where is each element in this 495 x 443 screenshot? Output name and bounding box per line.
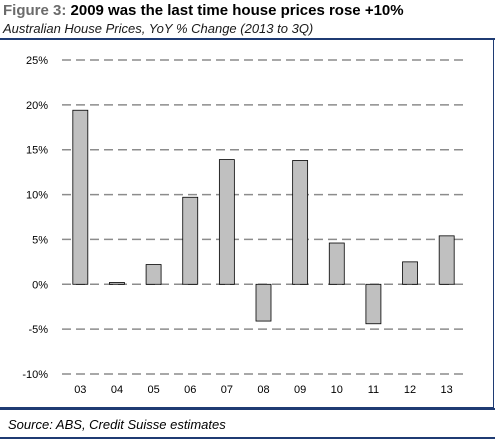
bottom-rule xyxy=(0,408,495,410)
x-tick-label: 08 xyxy=(257,384,269,396)
y-tick-label: -10% xyxy=(22,369,48,381)
source-note: Source: ABS, Credit Suisse estimates xyxy=(8,417,226,432)
bar-13 xyxy=(438,235,455,285)
y-tick-label: 20% xyxy=(26,100,48,112)
y-tick-label: 0% xyxy=(32,279,48,291)
end-rule xyxy=(0,437,495,439)
chart-subtitle: Australian House Prices, YoY % Change (2… xyxy=(3,21,314,36)
y-tick-label: 25% xyxy=(26,55,48,67)
chart-title: Figure 3: 2009 was the last time house p… xyxy=(3,2,404,19)
bar-chart: -10% -5% 0% 5% 10% 15% 20% 25% 03 04 05 06 07 08 09 10… xyxy=(22,55,465,396)
x-tick-label: 07 xyxy=(221,384,233,396)
x-tick-label: 03 xyxy=(74,384,86,396)
bar-08 xyxy=(255,283,272,322)
bar-11 xyxy=(365,283,382,325)
bar-04 xyxy=(109,282,125,285)
bar-03 xyxy=(72,109,89,285)
x-tick-label: 12 xyxy=(404,384,416,396)
x-tick-label: 11 xyxy=(368,384,379,396)
x-tick-label: 13 xyxy=(441,384,453,396)
x-tick-label: 05 xyxy=(147,384,159,396)
bar-05 xyxy=(145,264,162,285)
grid-lines xyxy=(62,59,465,375)
bar-10 xyxy=(328,242,345,285)
chart-frame xyxy=(0,40,494,408)
bar-07 xyxy=(218,159,235,285)
x-tick-labels: 03 04 05 06 07 08 09 10 11 12 13 xyxy=(74,384,453,396)
figure-title: 2009 was the last time house prices rose… xyxy=(70,2,404,19)
x-tick-label: 06 xyxy=(184,384,196,396)
bar-12 xyxy=(402,261,418,285)
x-tick-label: 10 xyxy=(331,384,343,396)
y-tick-labels: -10% -5% 0% 5% 10% 15% 20% 25% xyxy=(22,55,48,381)
y-tick-label: 10% xyxy=(26,190,48,202)
y-tick-label: -5% xyxy=(28,324,48,336)
x-tick-label: 04 xyxy=(111,384,123,396)
y-tick-label: 15% xyxy=(26,145,48,157)
bar-09 xyxy=(292,160,309,285)
top-rule xyxy=(0,38,495,40)
bars xyxy=(72,109,455,325)
x-tick-label: 09 xyxy=(294,384,306,396)
y-tick-label: 5% xyxy=(32,234,48,246)
figure-label: Figure 3: xyxy=(3,2,67,19)
bar-06 xyxy=(182,196,199,285)
